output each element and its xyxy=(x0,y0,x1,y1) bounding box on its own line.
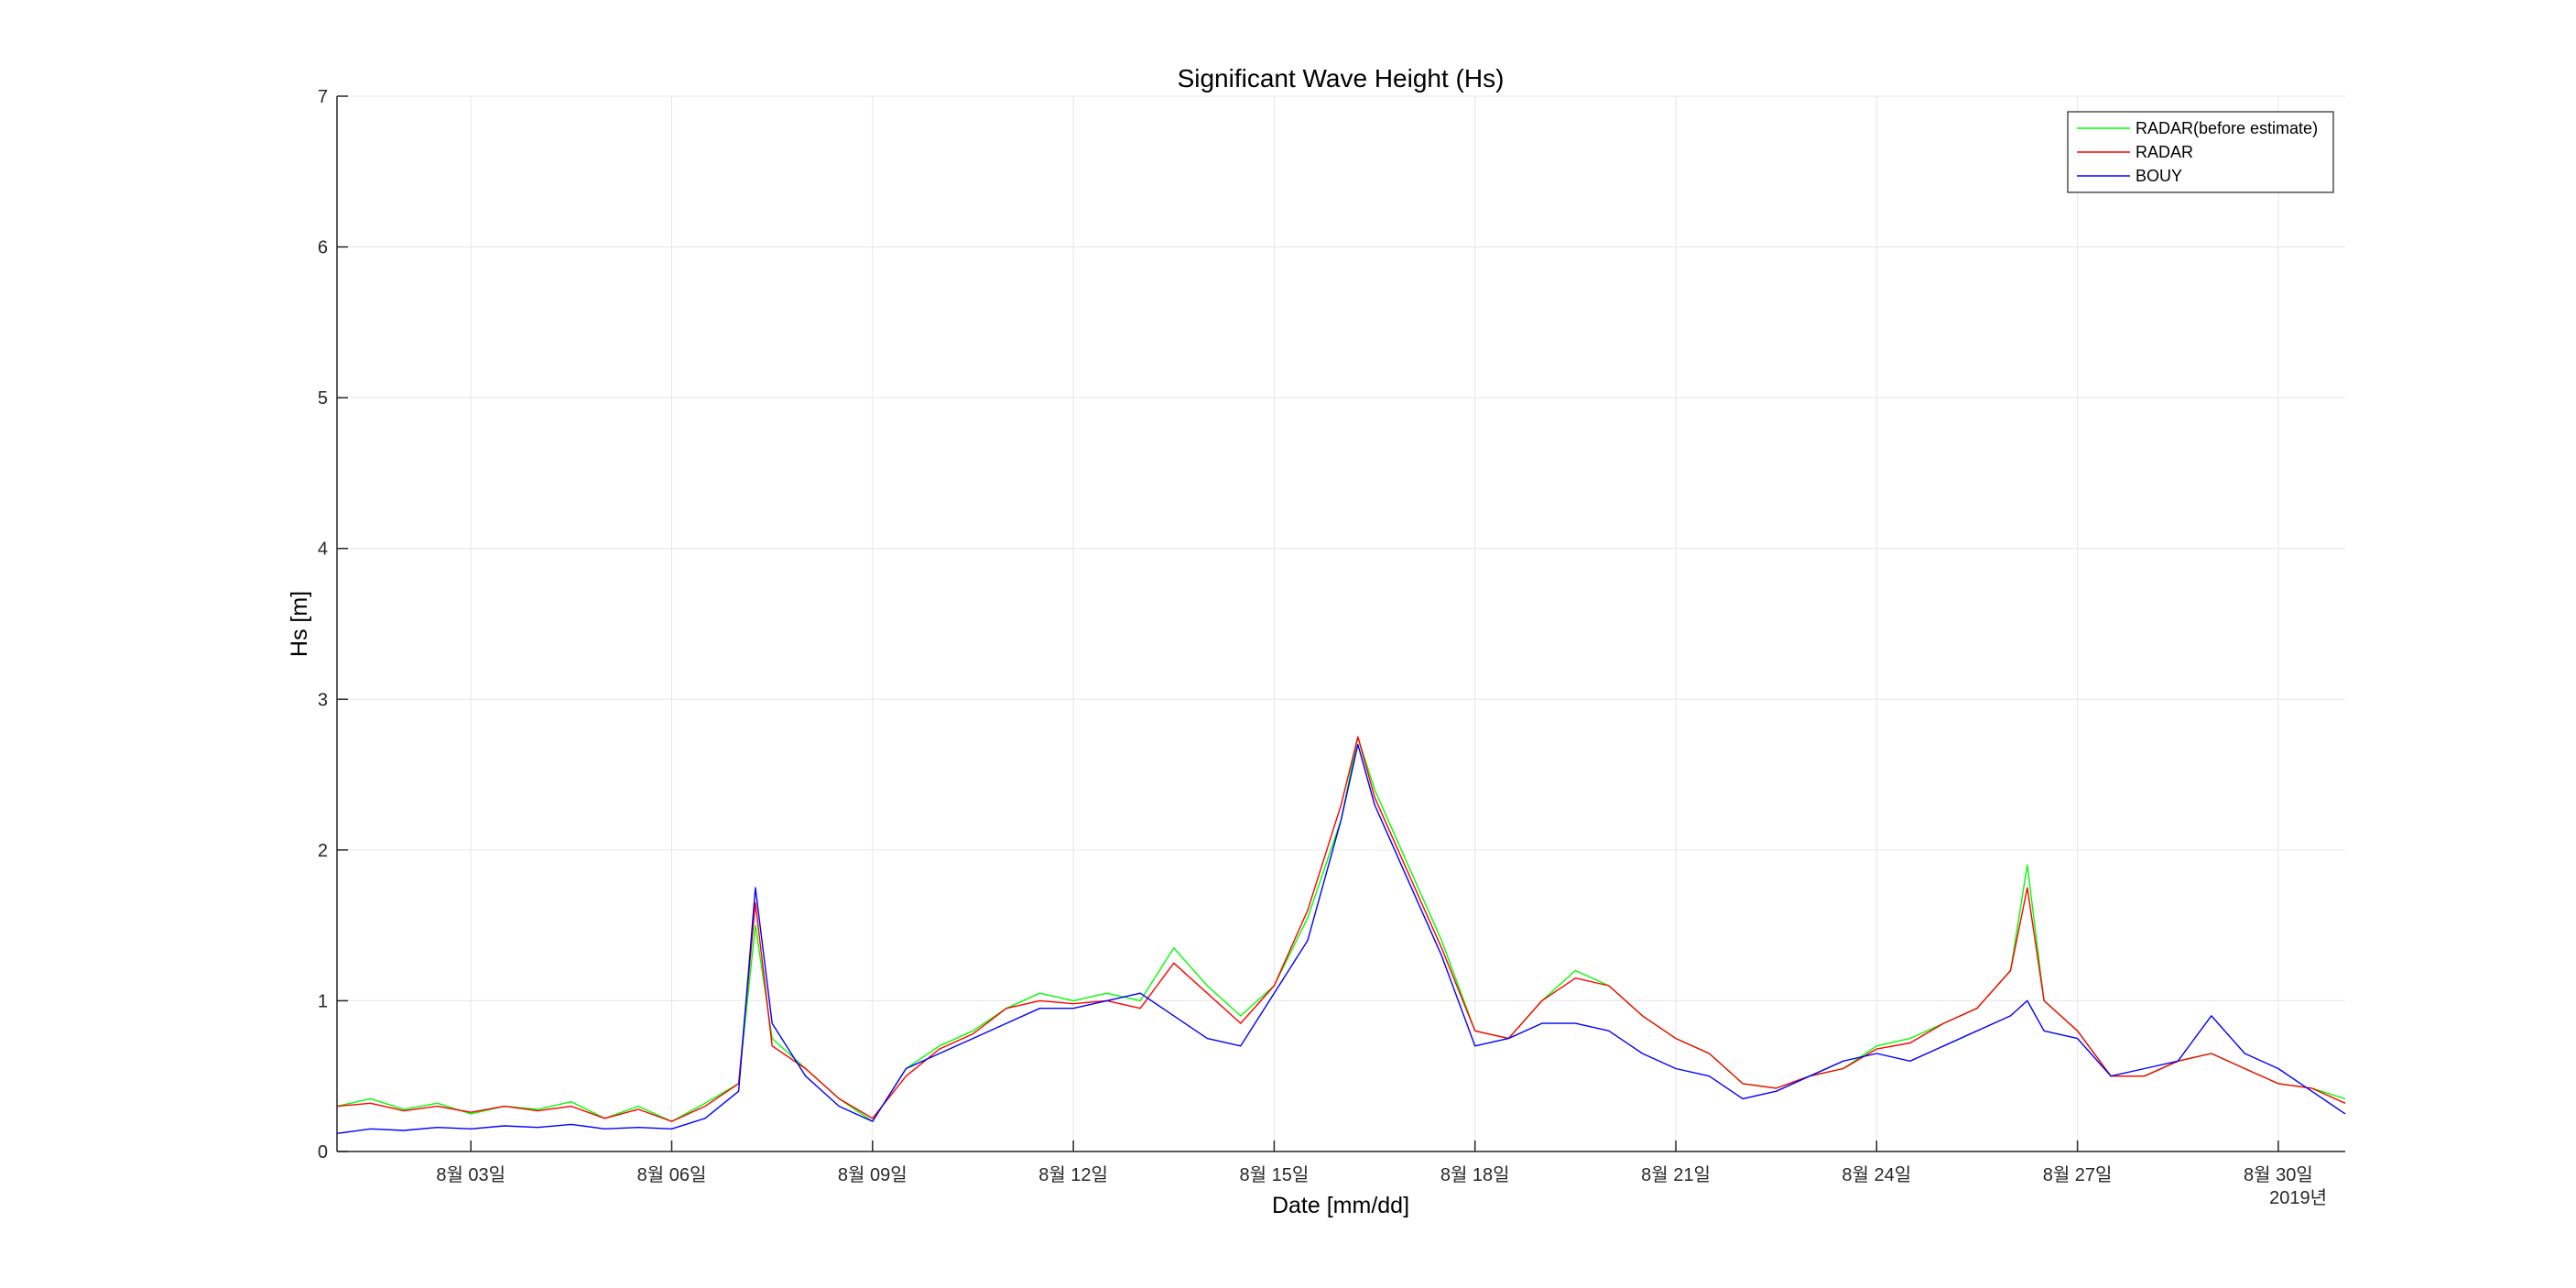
y-tick-label: 1 xyxy=(318,991,328,1011)
axes xyxy=(336,95,2345,1152)
x-tick-label: 8월 15일 xyxy=(1240,1164,1310,1185)
series-line-3 xyxy=(336,744,2346,1134)
legend-label-3: BOUY xyxy=(2136,167,2182,185)
y-tick-label: 7 xyxy=(318,87,328,107)
x-tick-label: 8월 06일 xyxy=(637,1164,707,1185)
legend: RADAR(before estimate) RADAR BOUY xyxy=(2067,111,2334,193)
y-tick-label: 4 xyxy=(318,540,328,560)
y-tick-label: 2 xyxy=(318,841,328,861)
legend-label-1: RADAR(before estimate) xyxy=(2136,119,2318,137)
year-label: 2019년 xyxy=(2269,1187,2327,1208)
chart-title: Significant Wave Height (Hs) xyxy=(1178,64,1505,93)
y-tick-label: 5 xyxy=(318,388,328,409)
series-line-1 xyxy=(336,736,2346,1122)
y-tick-label: 3 xyxy=(318,690,328,710)
x-axis-label: Date [mm/dd] xyxy=(1272,1193,1409,1218)
tick-labels: 0 1 2 3 4 5 6 7 8월 03일 8월 06일 8월 09일 8월 12일 8월 15일 8월… xyxy=(318,87,2313,1185)
series-line-2 xyxy=(336,736,2346,1122)
y-tick-label: 0 xyxy=(318,1142,328,1162)
series-layer xyxy=(336,736,2346,1134)
x-tick-label: 8월 12일 xyxy=(1038,1164,1108,1185)
grid-lines xyxy=(337,95,2345,1152)
x-tick-label: 8월 21일 xyxy=(1641,1164,1711,1185)
legend-label-2: RADAR xyxy=(2136,143,2193,161)
y-tick-label: 6 xyxy=(318,238,328,258)
x-tick-label: 8월 09일 xyxy=(838,1164,908,1185)
x-tick-label: 8월 27일 xyxy=(2043,1164,2113,1185)
x-tick-label: 8월 18일 xyxy=(1440,1164,1510,1185)
y-axis-label: Hs [m] xyxy=(287,591,312,657)
x-tick-label: 8월 24일 xyxy=(1842,1164,1911,1185)
x-tick-label: 8월 03일 xyxy=(436,1164,505,1185)
x-tick-label: 8월 30일 xyxy=(2244,1164,2313,1185)
